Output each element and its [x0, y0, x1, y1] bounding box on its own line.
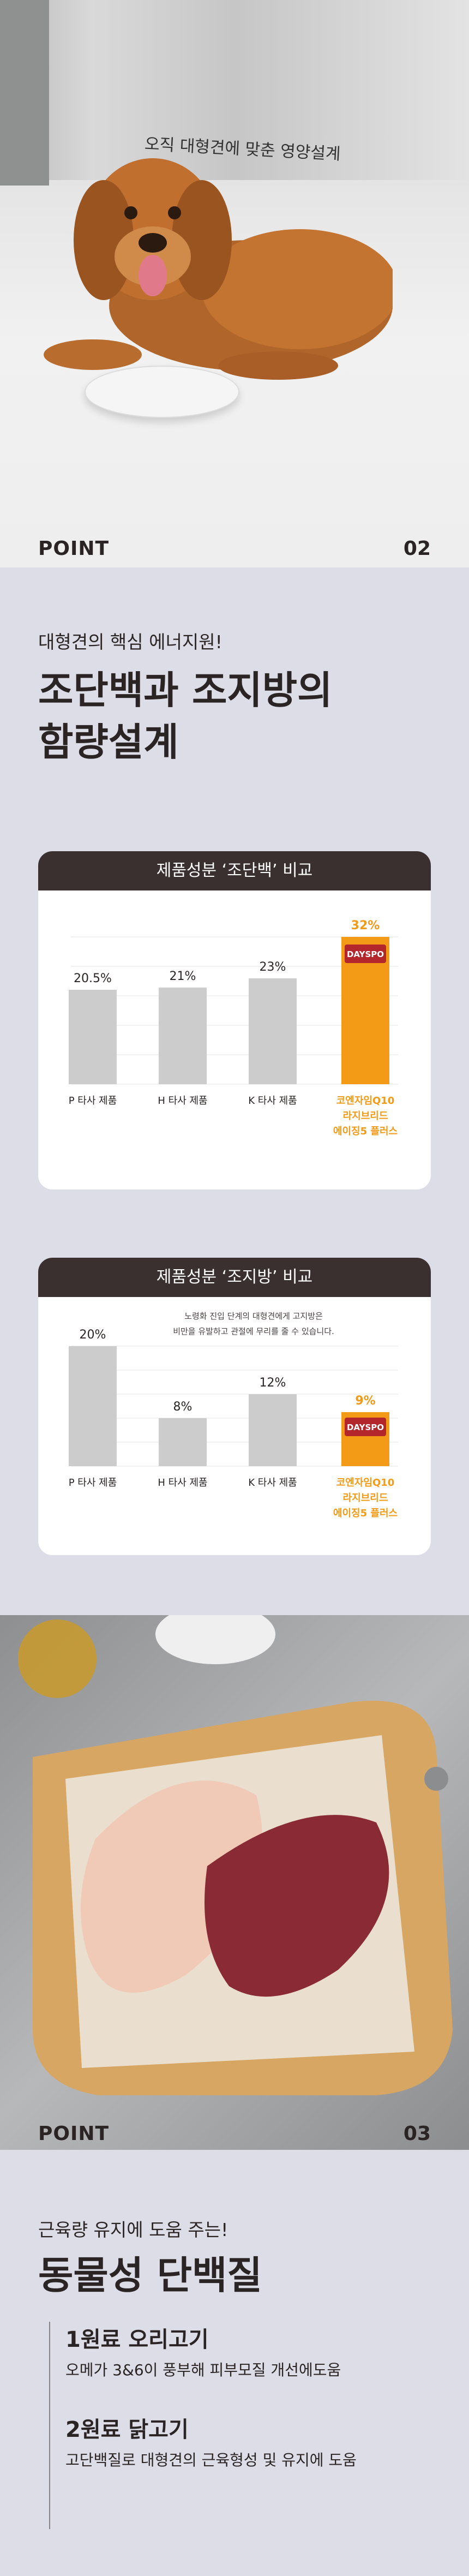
card-title: 제품성분 ‘조지방’ 비교 [38, 1258, 431, 1297]
section-title-line2: 함량설계 [38, 720, 179, 764]
point-number: 02 [403, 537, 431, 560]
card-title: 제품성분 ‘조단백’ 비교 [38, 851, 431, 890]
category-label: P 타사 제품 [69, 1095, 117, 1107]
meat-photo [0, 1615, 469, 2150]
point-label: POINT [38, 537, 110, 560]
bar-value-label: 21% [170, 970, 196, 983]
bar-value-label: 23% [260, 960, 286, 974]
ingredient-title-2: 2원료 닭고기 [65, 2417, 189, 2442]
bar-value-label: 20% [80, 1328, 106, 1342]
category-label: P 타사 제품 [69, 1477, 117, 1489]
section-title-line1: 조단백과 조지방의 [38, 668, 333, 713]
fat-bar-chart: 20% P 타사 제품 8% H 타사 제품 12% K 타사 제품 9% DAYSPO 코엔자… [69, 1311, 398, 1519]
section-title: 동물성 단백질 [38, 2253, 262, 2298]
bar [159, 987, 207, 1084]
category-label: K 타사 제품 [248, 1095, 297, 1107]
bar [159, 1418, 207, 1466]
section-subtitle: 근육량 유지에 도움 주는! [38, 2219, 229, 2240]
bar-value-label: 20.5% [74, 972, 112, 985]
category-label: 코엔자임Q10 [336, 1477, 395, 1489]
background-door [0, 0, 49, 186]
golden-retriever-illustration [44, 158, 393, 380]
point-number: 03 [403, 2123, 431, 2145]
category-label: H 타사 제품 [158, 1095, 207, 1107]
point-header-02: POINT 02 [0, 532, 469, 565]
fat-comparison-card: 제품성분 ‘조지방’ 비교 20% P 타사 제품 8% H 타사 제품 12% K 타사… [38, 1258, 431, 1555]
bar-value-label: 9% [355, 1394, 375, 1408]
point-header-03: POINT 03 [0, 2117, 469, 2150]
bar-value-label: 32% [351, 919, 380, 933]
section-subtitle: 대형견의 핵심 에너지원! [38, 631, 223, 653]
meat-board-illustration [18, 1615, 453, 2095]
category-label: 에이징5 플러스 [333, 1126, 398, 1137]
bar [69, 1346, 117, 1466]
hero-photo: 오직 대형견에 맞춘 영양설계 [0, 0, 469, 567]
background-wall [0, 0, 469, 180]
divider-line [49, 2322, 50, 2529]
bar [249, 1394, 297, 1466]
category-label: 라지브리드 [343, 1110, 388, 1122]
protein-comparison-card: 제품성분 ‘조단백’ 비교 20.5% P 타사 제품 21% H 타사 제품 23% K… [38, 851, 431, 1190]
chart-note: 비만을 유발하고 관절에 무리를 줄 수 있습니다. [173, 1326, 334, 1336]
protein-bar-chart: 20.5% P 타사 제품 21% H 타사 제품 23% K 타사 제품 32% DAYSP… [69, 919, 398, 1137]
brand-badge-text: DAYSPO [347, 1423, 384, 1432]
category-label: H 타사 제품 [158, 1477, 207, 1489]
bar-value-label: 12% [260, 1376, 286, 1390]
category-label: K 타사 제품 [248, 1477, 297, 1489]
bar-value-label: 8% [173, 1400, 193, 1414]
empty-plate [85, 366, 239, 418]
chart-note: 노령화 진입 단계의 대형견에게 고지방은 [184, 1311, 323, 1321]
brand-badge [345, 945, 386, 963]
point-label: POINT [38, 2123, 110, 2145]
ingredient-title-1: 1원료 오리고기 [65, 2327, 209, 2352]
bar [249, 978, 297, 1084]
category-label: 코엔자임Q10 [336, 1095, 395, 1107]
ingredient-desc-1: 오메가 3&6이 풍부해 피부모질 개선에도움 [65, 2361, 341, 2379]
ingredient-desc-2: 고단백질로 대형견의 근육형성 및 유지에 도움 [65, 2451, 357, 2469]
brand-badge-text: DAYSPO [347, 949, 384, 959]
bar [69, 990, 117, 1084]
category-label: 에이징5 플러스 [333, 1508, 398, 1519]
brand-badge [345, 1418, 386, 1436]
category-label: 라지브리드 [343, 1492, 388, 1504]
